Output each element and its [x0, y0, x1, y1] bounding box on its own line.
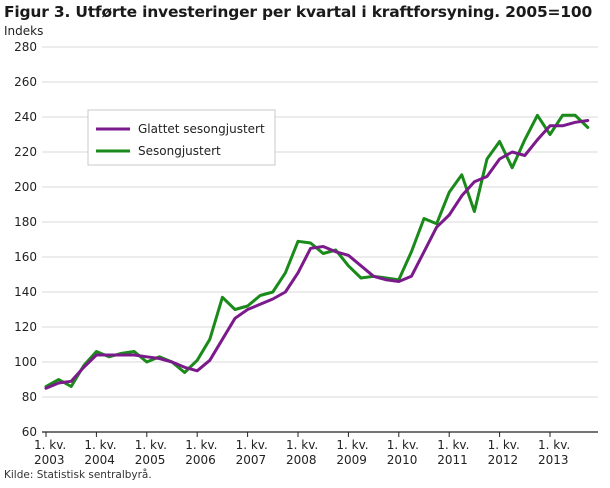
gridlines	[42, 46, 598, 433]
y-tick-label: 140	[14, 285, 37, 299]
x-tick-label-quarter: 1. kv.	[387, 438, 419, 452]
y-tick-label: 80	[22, 390, 37, 404]
x-tick-label-quarter: 1. kv.	[437, 438, 469, 452]
y-tick-label: 120	[14, 320, 37, 334]
x-tick-label-quarter: 1. kv.	[135, 438, 167, 452]
x-tick-label-quarter: 1. kv.	[236, 438, 268, 452]
x-tick-label-year: 2013	[538, 453, 569, 467]
x-tick-label-quarter: 1. kv.	[84, 438, 116, 452]
y-tick-label: 160	[14, 250, 37, 264]
y-axis-label: Indeks	[4, 24, 44, 38]
source-note: Kilde: Statistisk sentralbyrå.	[4, 469, 152, 481]
x-tick-label-year: 2005	[135, 453, 166, 467]
y-tick-label: 220	[14, 145, 37, 159]
x-tick-label-year: 2010	[387, 453, 418, 467]
x-tick-label-year: 2008	[286, 453, 317, 467]
x-tick-label-quarter: 1. kv.	[488, 438, 520, 452]
x-tick-label-year: 2006	[185, 453, 216, 467]
y-tick-label: 280	[14, 40, 37, 54]
x-tick-label-quarter: 1. kv.	[34, 438, 66, 452]
x-tick-label-year: 2011	[437, 453, 468, 467]
y-tick-label: 180	[14, 215, 37, 229]
y-tick-label: 100	[14, 355, 37, 369]
x-tick-label-quarter: 1. kv.	[336, 438, 368, 452]
series-line-smoothed	[44, 119, 590, 390]
x-tick-label-year: 2009	[336, 453, 367, 467]
legend: Glattet sesongjustert Sesongjustert	[87, 109, 276, 166]
y-tick-label: 60	[22, 425, 37, 439]
legend-label-smoothed: Glattet sesongjustert	[138, 122, 265, 136]
chart-title: Figur 3. Utførte investeringer per kvart…	[4, 3, 593, 21]
y-tick-label: 240	[14, 110, 37, 124]
y-tick-labels: 60 80 100 120 140 160 180 200 220 240 260 280	[14, 40, 37, 439]
legend-label-seasonal: Sesongjustert	[138, 144, 221, 158]
series-lines	[44, 113, 590, 390]
x-tick-label-quarter: 1. kv.	[286, 438, 318, 452]
x-tick-label-year: 2007	[236, 453, 267, 467]
x-tick-label-year: 2012	[488, 453, 519, 467]
x-tick-label-quarter: 1. kv.	[185, 438, 217, 452]
legend-box	[87, 109, 276, 166]
x-tick-label-year: 2003	[34, 453, 65, 467]
x-tick-label-year: 2004	[84, 453, 115, 467]
y-tick-label: 260	[14, 75, 37, 89]
x-tick-label-quarter: 1. kv.	[538, 438, 570, 452]
y-tick-label: 200	[14, 180, 37, 194]
